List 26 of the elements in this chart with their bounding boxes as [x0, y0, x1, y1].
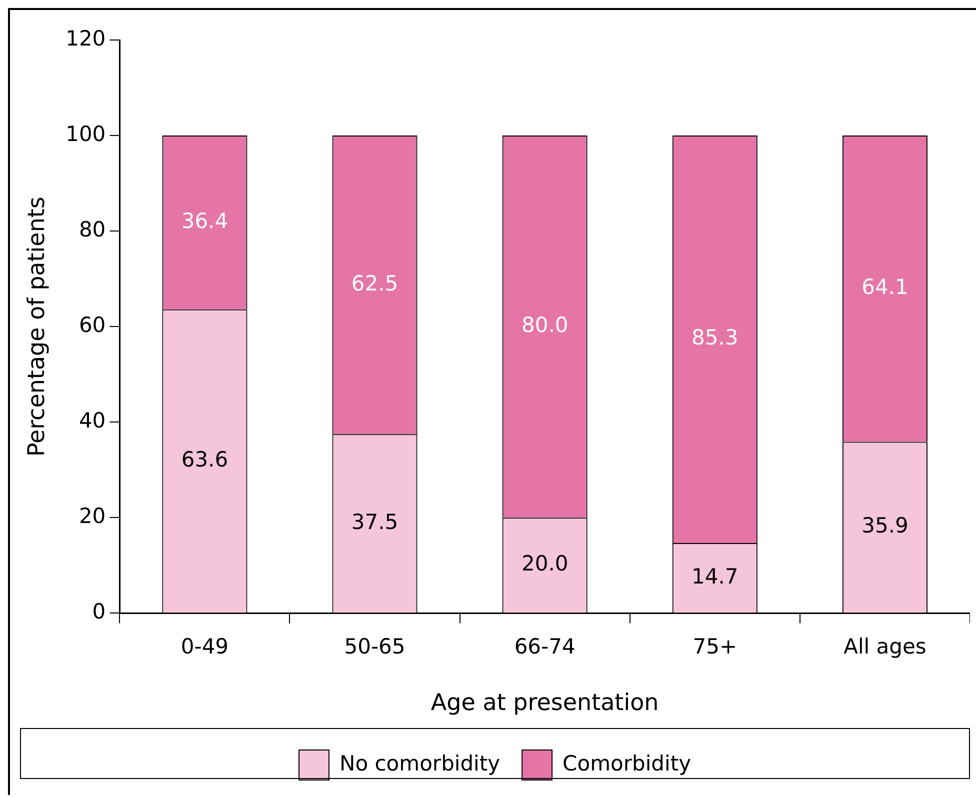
x-tick-label: 0-49 [180, 634, 229, 658]
data-label: 80.0 [521, 313, 568, 338]
data-label: 20.0 [521, 552, 568, 576]
data-label: 37.5 [351, 510, 398, 534]
data-label: 63.6 [181, 448, 228, 472]
data-label: 14.7 [692, 564, 738, 588]
data-label: 85.3 [692, 326, 738, 350]
data-label: 36.4 [181, 208, 228, 233]
y-tick-label: 100 [66, 122, 106, 146]
y-axis-title: Percentage of patients [24, 196, 50, 457]
y-tick-label: 40 [78, 408, 106, 433]
data-label: 62.5 [351, 271, 398, 296]
data-label: 35.9 [862, 514, 908, 538]
x-tick-label: 50-65 [344, 634, 406, 658]
x-tick-label: 66-74 [514, 634, 576, 658]
y-tick-label: 0 [92, 600, 106, 624]
x-axis-title: Age at presentation [430, 690, 659, 716]
y-tick-label: 60 [78, 313, 106, 338]
data-label: 64.1 [862, 275, 908, 300]
y-tick-label: 120 [66, 26, 106, 50]
x-tick-label: All ages [844, 634, 926, 658]
legend-label: Comorbidity [562, 751, 692, 776]
x-tick-label: 75+ [692, 634, 738, 658]
legend-label: No comorbidity [340, 751, 500, 776]
y-tick-label: 20 [78, 504, 106, 528]
y-tick-label: 80 [78, 218, 106, 242]
